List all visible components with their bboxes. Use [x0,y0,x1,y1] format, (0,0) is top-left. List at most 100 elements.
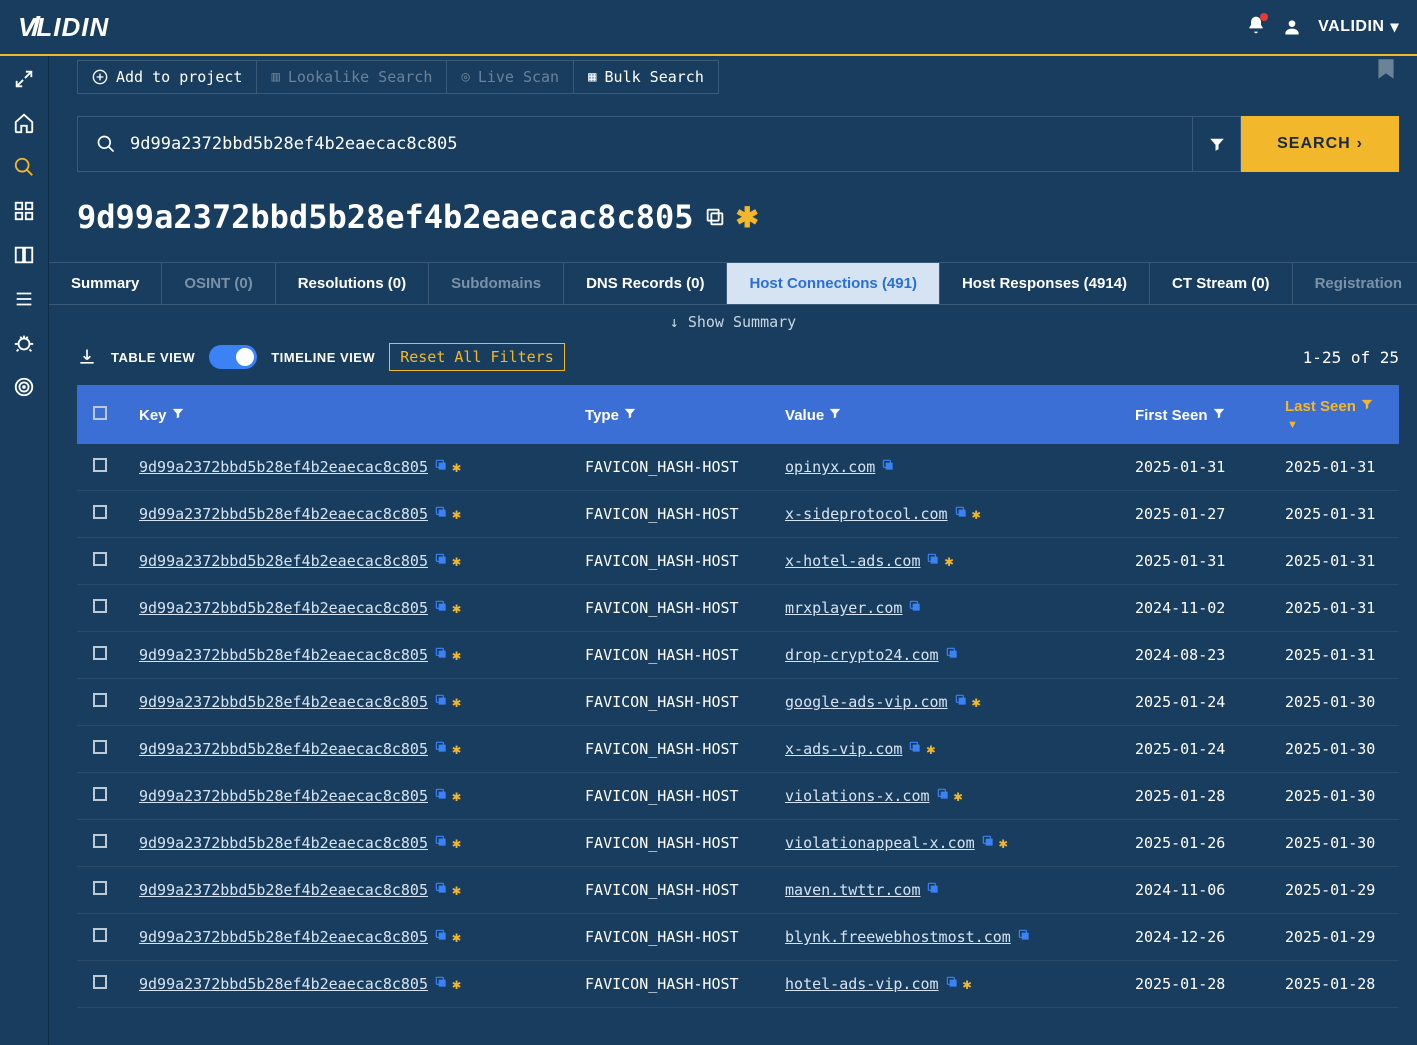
star-icon[interactable]: ✱ [452,599,461,617]
tab[interactable]: CT Stream (0) [1150,263,1293,304]
row-checkbox[interactable] [93,505,107,519]
value-link[interactable]: maven.twttr.com [785,881,920,899]
copy-icon[interactable] [936,790,950,805]
key-link[interactable]: 9d99a2372bbd5b28ef4b2eaecac8c805 [139,834,428,852]
tab[interactable]: Summary [49,263,162,304]
copy-icon[interactable] [704,206,726,228]
star-icon[interactable]: ✱ [452,552,461,570]
tab[interactable]: Subdomains [429,263,564,304]
row-checkbox[interactable] [93,646,107,660]
copy-icon[interactable] [434,461,448,476]
key-link[interactable]: 9d99a2372bbd5b28ef4b2eaecac8c805 [139,787,428,805]
col-type[interactable]: Type [569,385,769,444]
copy-icon[interactable] [434,978,448,993]
row-checkbox[interactable] [93,599,107,613]
star-icon[interactable]: ✱ [452,505,461,523]
key-link[interactable]: 9d99a2372bbd5b28ef4b2eaecac8c805 [139,505,428,523]
row-checkbox[interactable] [93,975,107,989]
copy-icon[interactable] [434,931,448,946]
star-icon[interactable]: ✱ [452,975,461,993]
copy-icon[interactable] [1017,931,1031,946]
tab[interactable]: Registration [1293,263,1417,304]
star-icon[interactable]: ✱ [944,552,953,570]
star-icon[interactable]: ✱ [452,458,461,476]
star-icon[interactable]: ✱ [452,693,461,711]
bug-icon[interactable] [13,332,35,354]
key-link[interactable]: 9d99a2372bbd5b28ef4b2eaecac8c805 [139,975,428,993]
col-last-seen[interactable]: Last Seen▼ [1269,385,1399,444]
copy-icon[interactable] [945,649,959,664]
grid-icon[interactable] [13,200,35,222]
key-link[interactable]: 9d99a2372bbd5b28ef4b2eaecac8c805 [139,693,428,711]
user-menu[interactable]: VALIDIN ▾ [1318,17,1399,37]
col-value[interactable]: Value [769,385,1119,444]
copy-icon[interactable] [434,743,448,758]
tab[interactable]: Host Responses (4914) [940,263,1150,304]
value-link[interactable]: violationappeal-x.com [785,834,975,852]
expand-icon[interactable] [13,68,35,90]
col-first-seen[interactable]: First Seen [1119,385,1269,444]
star-icon[interactable]: ✱ [452,740,461,758]
value-link[interactable]: violations-x.com [785,787,930,805]
star-icon[interactable]: ✱ [452,834,461,852]
key-link[interactable]: 9d99a2372bbd5b28ef4b2eaecac8c805 [139,928,428,946]
star-icon[interactable]: ✱ [926,740,935,758]
search-icon[interactable] [13,156,35,178]
row-checkbox[interactable] [93,881,107,895]
copy-icon[interactable] [434,508,448,523]
value-link[interactable]: x-hotel-ads.com [785,552,920,570]
notifications-icon[interactable] [1246,15,1266,40]
copy-icon[interactable] [434,555,448,570]
star-icon[interactable]: ✱ [452,928,461,946]
bookmark-icon[interactable] [1373,56,1399,82]
star-icon[interactable]: ✱ [954,787,963,805]
star-icon[interactable]: ✱ [736,201,759,234]
value-link[interactable]: x-ads-vip.com [785,740,902,758]
value-link[interactable]: blynk.freewebhostmost.com [785,928,1011,946]
star-icon[interactable]: ✱ [999,834,1008,852]
key-link[interactable]: 9d99a2372bbd5b28ef4b2eaecac8c805 [139,552,428,570]
row-checkbox[interactable] [93,693,107,707]
star-icon[interactable]: ✱ [972,693,981,711]
add-to-project-button[interactable]: Add to project [78,61,257,93]
search-filter-button[interactable] [1193,116,1241,172]
star-icon[interactable]: ✱ [963,975,972,993]
copy-icon[interactable] [434,696,448,711]
copy-icon[interactable] [434,884,448,899]
list-icon[interactable] [13,288,35,310]
copy-icon[interactable] [434,649,448,664]
copy-icon[interactable] [434,602,448,617]
tab[interactable]: OSINT (0) [162,263,275,304]
key-link[interactable]: 9d99a2372bbd5b28ef4b2eaecac8c805 [139,740,428,758]
bulk-search-button[interactable]: ▦Bulk Search [574,61,718,93]
copy-icon[interactable] [434,790,448,805]
tab[interactable]: Host Connections (491) [727,263,940,304]
copy-icon[interactable] [434,837,448,852]
copy-icon[interactable] [981,837,995,852]
copy-icon[interactable] [926,884,940,899]
copy-icon[interactable] [908,743,922,758]
search-button[interactable]: SEARCH › [1241,116,1399,172]
copy-icon[interactable] [926,555,940,570]
value-link[interactable]: x-sideprotocol.com [785,505,948,523]
key-link[interactable]: 9d99a2372bbd5b28ef4b2eaecac8c805 [139,458,428,476]
select-all-checkbox[interactable] [93,406,107,420]
star-icon[interactable]: ✱ [452,646,461,664]
reset-filters-button[interactable]: Reset All Filters [389,343,565,371]
copy-icon[interactable] [954,696,968,711]
view-toggle[interactable] [209,345,257,369]
star-icon[interactable]: ✱ [972,505,981,523]
value-link[interactable]: mrxplayer.com [785,599,902,617]
search-input[interactable] [130,134,1174,154]
target-icon[interactable] [13,376,35,398]
value-link[interactable]: opinyx.com [785,458,875,476]
copy-icon[interactable] [945,978,959,993]
row-checkbox[interactable] [93,740,107,754]
tab[interactable]: DNS Records (0) [564,263,727,304]
row-checkbox[interactable] [93,834,107,848]
show-summary-toggle[interactable]: ↓ Show Summary [49,305,1417,339]
copy-icon[interactable] [881,461,895,476]
key-link[interactable]: 9d99a2372bbd5b28ef4b2eaecac8c805 [139,881,428,899]
key-link[interactable]: 9d99a2372bbd5b28ef4b2eaecac8c805 [139,646,428,664]
copy-icon[interactable] [954,508,968,523]
